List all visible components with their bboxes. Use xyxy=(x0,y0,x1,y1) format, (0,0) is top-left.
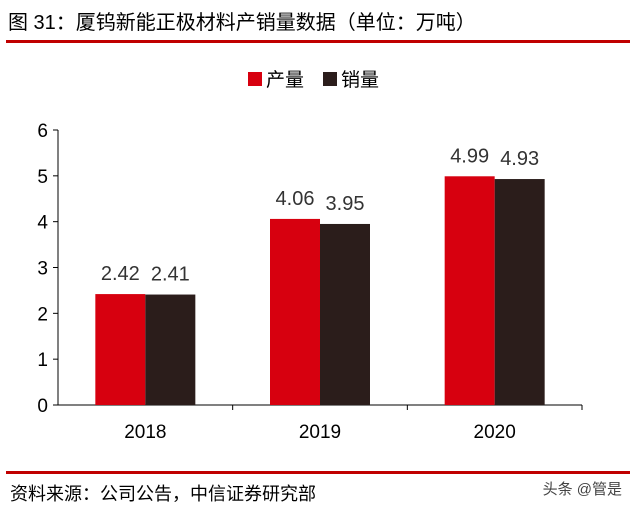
bar-2018-0 xyxy=(95,294,146,405)
figure-title: 图 31：厦钨新能正极材料产销量数据（单位：万吨） xyxy=(8,12,476,34)
legend-label: 产量 xyxy=(266,69,304,91)
y-tick-label: 1 xyxy=(37,350,48,371)
source-note: 资料来源：公司公告，中信证券研究部 xyxy=(10,484,316,504)
title-rule xyxy=(6,40,630,43)
data-label: 4.99 xyxy=(450,145,489,167)
y-tick-label: 5 xyxy=(37,167,48,188)
y-tick-label: 0 xyxy=(37,396,48,417)
legend-swatch xyxy=(248,72,262,86)
data-label: 2.42 xyxy=(101,263,140,285)
data-label: 3.95 xyxy=(326,193,365,215)
y-tick-label: 3 xyxy=(37,259,48,280)
y-tick-label: 4 xyxy=(37,213,48,234)
x-tick-label: 2018 xyxy=(124,422,166,443)
bar-2020-0 xyxy=(444,176,495,405)
bar-chart: 0 1 2 3 4 5 6 2018 2.42 2.41 2019 4.06 3.95 2020 4.99 4… xyxy=(37,69,583,443)
data-label: 2.41 xyxy=(151,264,190,286)
bar-2018-1 xyxy=(145,294,196,405)
data-label: 4.93 xyxy=(500,148,539,170)
watermark: 头条 @管是 xyxy=(542,481,622,498)
y-tick-label: 2 xyxy=(37,304,48,325)
legend-label: 销量 xyxy=(341,69,379,91)
bar-2019-1 xyxy=(320,223,370,405)
source-rule xyxy=(6,471,630,474)
y-tick-label: 6 xyxy=(37,121,48,142)
bar-2019-0 xyxy=(270,218,320,405)
data-label: 4.06 xyxy=(276,188,315,210)
x-tick-label: 2020 xyxy=(474,422,516,443)
bar-2020-1 xyxy=(494,179,545,405)
x-tick-label: 2019 xyxy=(299,422,341,443)
legend-swatch xyxy=(323,72,337,86)
